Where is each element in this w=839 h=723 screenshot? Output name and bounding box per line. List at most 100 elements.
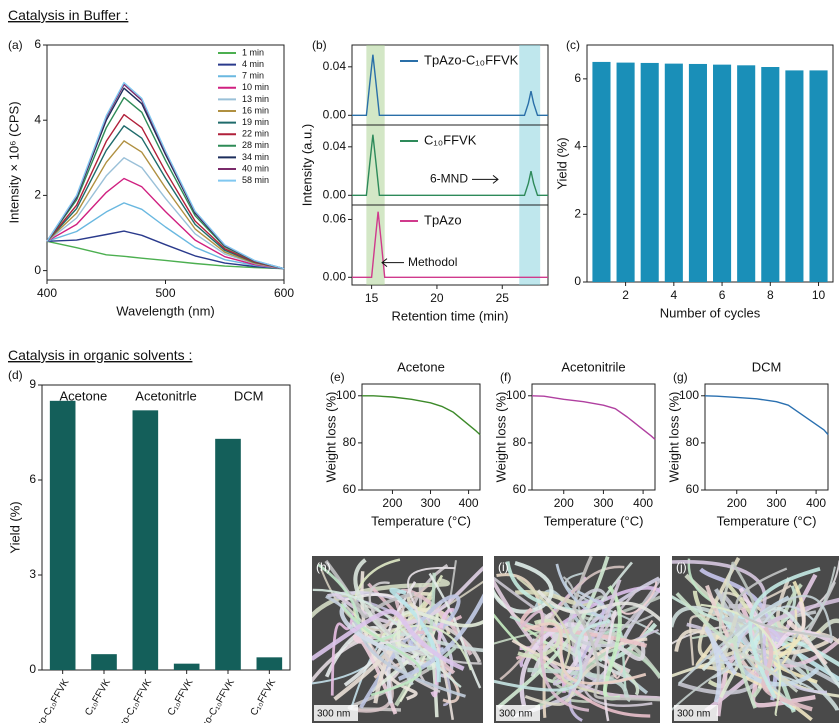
image-label: (j) (676, 560, 687, 574)
group-label: Acetone (59, 388, 107, 403)
legend-label: TpAzo-C₁₀FFVK (424, 52, 519, 67)
legend-label: 4 min (242, 59, 264, 69)
plot-frame (362, 384, 480, 490)
panel-label: (e) (330, 370, 345, 384)
y-tick-label: 0 (29, 662, 36, 676)
x-tick-label: 20 (430, 291, 444, 305)
legend-label: 16 min (242, 105, 269, 115)
bar (592, 62, 610, 282)
x-tick-label: C₁₀FFVK (83, 677, 113, 718)
x-axis-label: Temperature (°C) (717, 513, 817, 528)
panel-label: (d) (8, 368, 23, 382)
legend-label: TpAzo (424, 212, 462, 227)
bar (617, 63, 635, 282)
legend-label: 22 min (242, 129, 269, 139)
x-tick-label: 400 (37, 286, 57, 300)
y-tick-label: 2 (574, 206, 581, 220)
x-tick-label: TpAzo-C₁₀FFVK (108, 677, 154, 723)
y-tick-label: 80 (686, 435, 700, 449)
bar (689, 64, 707, 282)
y-tick-label: 60 (686, 482, 700, 496)
y-tick-label: 0.04 (323, 59, 347, 73)
legend-label: 13 min (242, 94, 269, 104)
legend-label: 28 min (242, 140, 269, 150)
legend-label: 34 min (242, 152, 269, 162)
bar (641, 63, 659, 282)
x-tick-label: 15 (365, 291, 379, 305)
plot-frame (42, 385, 290, 670)
group-label: DCM (234, 388, 264, 403)
legend-label: 7 min (242, 71, 264, 81)
x-tick-label: 400 (459, 496, 479, 510)
bar (737, 65, 755, 282)
x-tick-label: TpAzo-C₁₀FFVK (191, 677, 237, 723)
image-label: (h) (316, 560, 331, 574)
x-tick-label: 300 (593, 496, 613, 510)
y-tick-label: 6 (574, 71, 581, 85)
group-label: Acetonitrle (135, 388, 196, 403)
x-tick-label: C₁₀FFVK (166, 677, 196, 718)
y-tick-label: 3 (29, 567, 36, 581)
y-axis-label: Yield (%) (554, 137, 569, 189)
y-tick-label: 4 (34, 112, 41, 126)
x-tick-label: 4 (670, 288, 677, 302)
panel-label: (f) (500, 370, 511, 384)
legend-label: 10 min (242, 82, 269, 92)
chart-title: Acetonitrile (561, 359, 625, 374)
y-tick-label: 0.00 (323, 269, 347, 283)
panel-label: (g) (673, 370, 688, 384)
annotation: Methodol (408, 255, 457, 269)
legend-label: 1 min (242, 47, 264, 57)
x-tick-label: 25 (496, 291, 510, 305)
data-line (705, 396, 828, 435)
x-tick-label: 200 (382, 496, 402, 510)
y-tick-label: 60 (513, 482, 527, 496)
y-tick-label: 9 (29, 377, 36, 391)
panel-label: (c) (566, 38, 580, 52)
y-tick-label: 0 (574, 274, 581, 288)
y-tick-label: 4 (574, 139, 581, 153)
y-axis-label: Intensity (a.u.) (299, 124, 314, 206)
highlight-band (519, 45, 540, 285)
legend-label: 19 min (242, 117, 269, 127)
y-tick-label: 100 (506, 388, 526, 402)
scale-bar-label: 300 nm (317, 709, 350, 720)
sem-image (476, 556, 679, 723)
page: Catalysis in Buffer : Catalysis in organ… (0, 0, 839, 723)
x-tick-label: 6 (719, 288, 726, 302)
y-tick-label: 0 (34, 263, 41, 277)
chart-title: Acetone (397, 359, 445, 374)
bar (809, 70, 827, 282)
x-tick-label: C₁₀FFVK (249, 677, 279, 718)
section-heading: Catalysis in organic solvents : (8, 347, 192, 363)
bar (174, 664, 200, 670)
sem-image (657, 556, 839, 723)
sem-image (292, 556, 502, 723)
bar (91, 654, 117, 670)
x-axis-label: Retention time (min) (391, 308, 508, 323)
bar (50, 401, 76, 670)
x-axis-label: Temperature (°C) (371, 513, 471, 528)
bar (713, 65, 731, 282)
plot-frame (532, 384, 655, 490)
scale-bar-label: 300 nm (677, 709, 710, 720)
y-tick-label: 80 (343, 435, 357, 449)
y-axis-label: Weight loss (%) (493, 392, 508, 483)
bar (133, 410, 159, 670)
x-tick-label: 400 (633, 496, 653, 510)
scale-bar-label: 300 nm (499, 709, 532, 720)
x-tick-label: 300 (421, 496, 441, 510)
y-axis-label: Weight loss (%) (323, 392, 338, 483)
legend-label: 40 min (242, 163, 269, 173)
x-tick-label: 400 (806, 496, 826, 510)
y-tick-label: 0.06 (323, 212, 347, 226)
y-tick-label: 2 (34, 188, 41, 202)
y-tick-label: 0.00 (323, 107, 347, 121)
x-tick-label: 8 (767, 288, 774, 302)
data-line (362, 396, 480, 435)
panel-label: (b) (312, 38, 327, 52)
y-tick-label: 0.00 (323, 187, 347, 201)
x-tick-label: 200 (727, 496, 747, 510)
x-axis-label: Wavelength (nm) (116, 303, 215, 318)
y-axis-label: Intensity × 10⁶ (CPS) (6, 101, 21, 223)
